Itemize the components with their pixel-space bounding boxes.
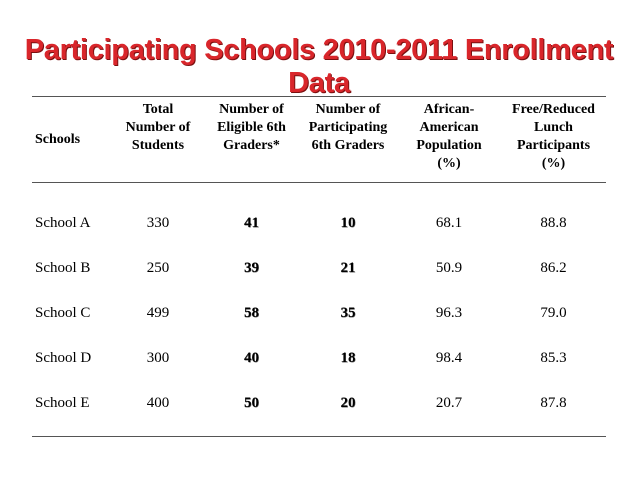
header-eligible-6th-graders: Number of Eligible 6th Graders* [204,96,299,183]
eligible-graders-cell: 39 [244,260,259,276]
header-total-students: Total Number of Students [112,96,204,183]
eligible-graders-cell: 41 [244,215,259,231]
lunch-participants-cell: 85.3 [540,350,567,366]
school-name-cell: School B [35,260,91,276]
african-american-cell: 68.1 [435,215,463,231]
lunch-participants-cell: 87.8 [501,381,606,437]
total-students-cell: 300 [146,350,170,366]
total-students-cell: 330 [146,215,170,231]
header-free-reduced-lunch-pct: Free/Reduced Lunch Participants (%) [501,96,606,183]
participating-graders-cell: 18 [340,350,356,366]
school-name-cell: School C [35,305,91,321]
african-american-cell: 50.9 [435,260,463,276]
enrollment-table: Schools Total Number of Students Number … [32,96,606,437]
african-american-cell: 98.4 [435,350,463,366]
lunch-participants-cell: 88.8 [540,215,567,231]
african-american-cell: 20.7 [397,381,501,437]
table-row: School C 499 58 35 96.3 79.0 [32,291,606,336]
lunch-participants-cell: 79.0 [540,305,567,321]
school-name-cell: School A [35,215,91,231]
header-african-american-pct: African- American Population (%) [397,96,501,183]
school-name-cell: School D [35,350,92,366]
participating-graders-cell: 10 [340,215,356,231]
header-participating-6th-graders: Number of Participating 6th Graders [299,96,397,183]
total-students-cell: 499 [146,305,170,321]
eligible-graders-cell: 40 [244,350,259,366]
african-american-cell: 96.3 [435,305,463,321]
eligible-graders-cell: 50 [204,381,299,437]
total-students-cell: 250 [146,260,170,276]
participating-graders-cell: 35 [340,305,356,321]
participating-graders-cell: 20 [299,381,397,437]
table-row: School B 250 39 21 50.9 86.2 [32,246,606,291]
lunch-participants-cell: 86.2 [540,260,567,276]
table-row: School E 400 50 20 20.7 87.8 [32,381,606,437]
eligible-graders-cell: 58 [244,305,259,321]
school-name-cell: School E [32,381,112,437]
header-schools: Schools [32,96,112,183]
slide-title: Participating Schools 2010-2011 Enrollme… [24,34,614,99]
table-row: School D 300 40 18 98.4 85.3 [32,336,606,381]
header-row: Schools Total Number of Students Number … [32,96,606,183]
total-students-cell: 400 [112,381,204,437]
table-row: School A 330 41 10 68.1 88.8 [32,183,606,247]
participating-graders-cell: 21 [340,260,356,276]
